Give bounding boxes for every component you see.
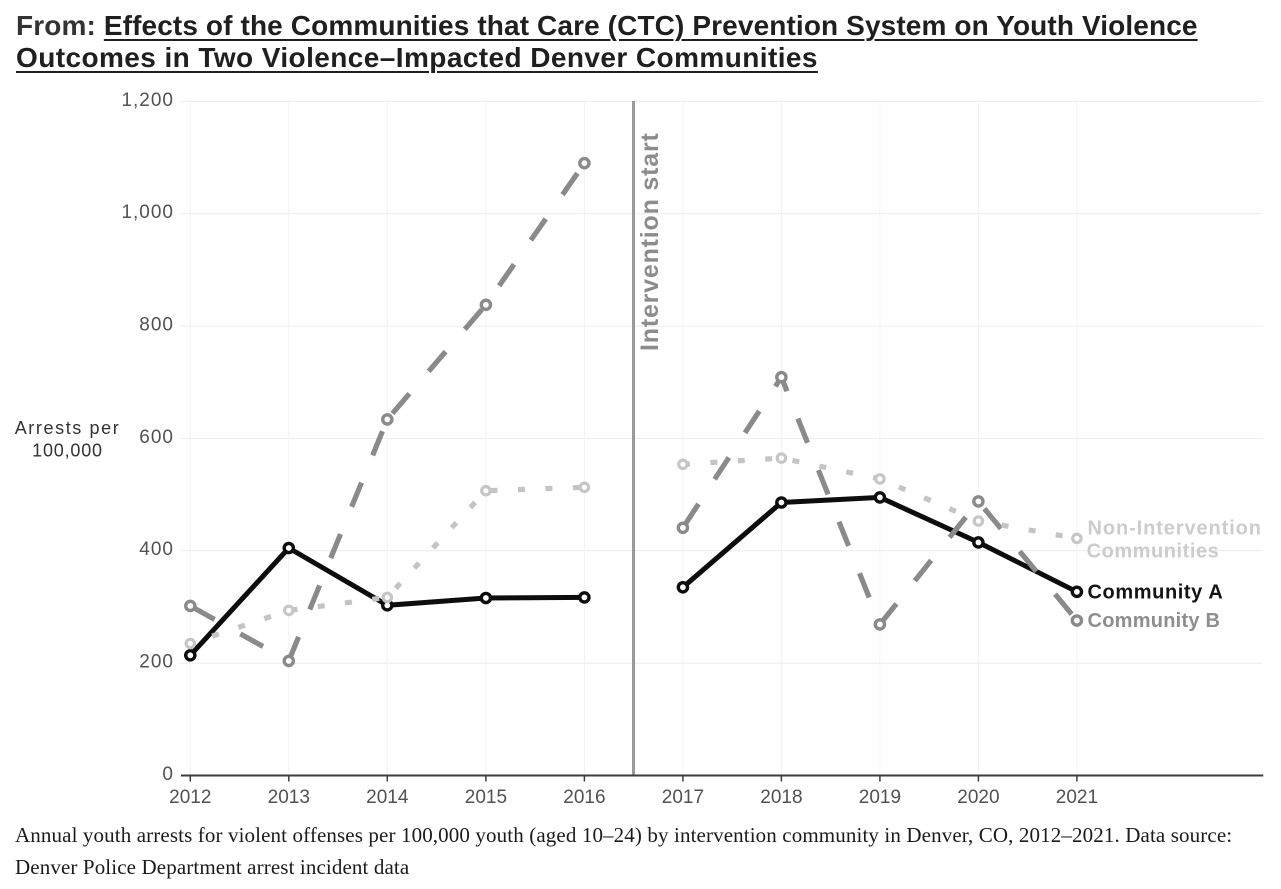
svg-text:2014: 2014 bbox=[366, 787, 409, 808]
svg-text:Communities: Communities bbox=[1087, 540, 1220, 562]
svg-text:Community A: Community A bbox=[1088, 581, 1224, 603]
svg-text:2017: 2017 bbox=[662, 787, 704, 808]
svg-text:2012: 2012 bbox=[169, 787, 211, 808]
svg-text:100,000: 100,000 bbox=[32, 440, 103, 460]
svg-text:Non-Intervention: Non-Intervention bbox=[1088, 517, 1262, 539]
svg-text:Intervention start: Intervention start bbox=[636, 132, 664, 351]
svg-text:1,200: 1,200 bbox=[121, 90, 174, 111]
svg-text:2020: 2020 bbox=[957, 787, 999, 808]
svg-text:2018: 2018 bbox=[760, 787, 802, 808]
svg-text:0: 0 bbox=[162, 764, 174, 785]
svg-text:2021: 2021 bbox=[1056, 787, 1098, 808]
svg-text:800: 800 bbox=[139, 315, 174, 336]
svg-text:Community B: Community B bbox=[1088, 610, 1221, 632]
svg-text:200: 200 bbox=[139, 652, 174, 673]
svg-text:2019: 2019 bbox=[859, 787, 901, 808]
svg-text:2016: 2016 bbox=[563, 787, 605, 808]
svg-text:2015: 2015 bbox=[465, 787, 507, 808]
svg-text:1,000: 1,000 bbox=[121, 202, 174, 223]
svg-text:600: 600 bbox=[139, 427, 174, 448]
svg-text:Arrests per: Arrests per bbox=[15, 418, 121, 438]
svg-text:400: 400 bbox=[139, 539, 174, 560]
svg-text:2013: 2013 bbox=[268, 787, 310, 808]
